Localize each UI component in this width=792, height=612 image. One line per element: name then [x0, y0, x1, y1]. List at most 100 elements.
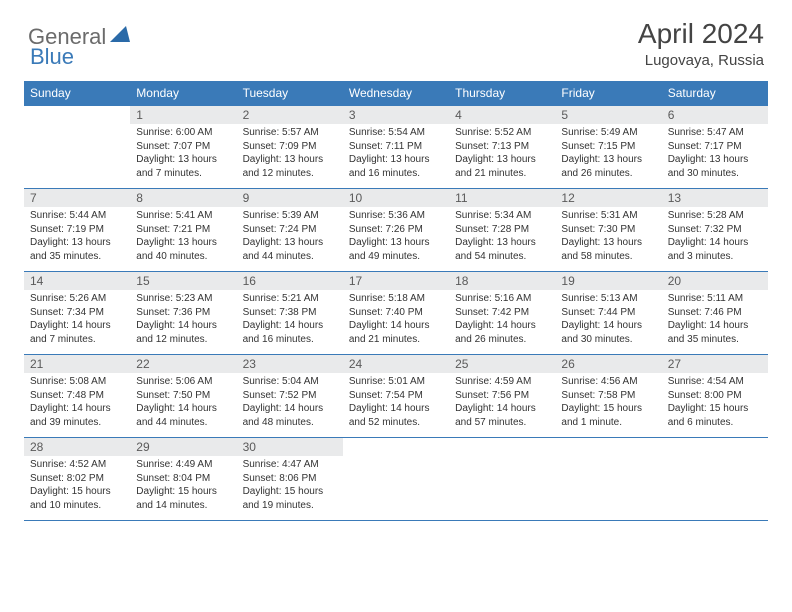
- day-number: 11: [449, 189, 555, 208]
- empty-day-number: [662, 438, 768, 457]
- day-info: Sunrise: 4:47 AMSunset: 8:06 PMDaylight:…: [237, 456, 343, 521]
- day-info: Sunrise: 5:23 AMSunset: 7:36 PMDaylight:…: [130, 290, 236, 355]
- sunrise-text: Sunrise: 5:39 AM: [243, 209, 337, 223]
- empty-day-number: [555, 438, 661, 457]
- day-number: 8: [130, 189, 236, 208]
- day-number: 21: [24, 355, 130, 374]
- daynum-row: 78910111213: [24, 189, 768, 208]
- daylight-text-1: Daylight: 14 hours: [668, 319, 762, 333]
- sunset-text: Sunset: 7:42 PM: [455, 306, 549, 320]
- day-info: Sunrise: 5:49 AMSunset: 7:15 PMDaylight:…: [555, 124, 661, 189]
- daylight-text-2: and 52 minutes.: [349, 416, 443, 430]
- daylight-text-2: and 16 minutes.: [243, 333, 337, 347]
- sunset-text: Sunset: 7:46 PM: [668, 306, 762, 320]
- sunrise-text: Sunrise: 5:21 AM: [243, 292, 337, 306]
- day-number: 5: [555, 106, 661, 125]
- daylight-text-2: and 12 minutes.: [243, 167, 337, 181]
- day-number: 15: [130, 272, 236, 291]
- day-info: Sunrise: 5:04 AMSunset: 7:52 PMDaylight:…: [237, 373, 343, 438]
- day-info: Sunrise: 5:06 AMSunset: 7:50 PMDaylight:…: [130, 373, 236, 438]
- sunrise-text: Sunrise: 6:00 AM: [136, 126, 230, 140]
- day-info: Sunrise: 4:56 AMSunset: 7:58 PMDaylight:…: [555, 373, 661, 438]
- day-number: 16: [237, 272, 343, 291]
- sunrise-text: Sunrise: 5:49 AM: [561, 126, 655, 140]
- day-info: Sunrise: 5:34 AMSunset: 7:28 PMDaylight:…: [449, 207, 555, 272]
- day-info: Sunrise: 5:13 AMSunset: 7:44 PMDaylight:…: [555, 290, 661, 355]
- daynum-row: 14151617181920: [24, 272, 768, 291]
- daynum-row: 21222324252627: [24, 355, 768, 374]
- day-info: Sunrise: 5:52 AMSunset: 7:13 PMDaylight:…: [449, 124, 555, 189]
- daylight-text-2: and 35 minutes.: [30, 250, 124, 264]
- day-info: Sunrise: 5:54 AMSunset: 7:11 PMDaylight:…: [343, 124, 449, 189]
- day-info: Sunrise: 4:59 AMSunset: 7:56 PMDaylight:…: [449, 373, 555, 438]
- day-info: Sunrise: 5:57 AMSunset: 7:09 PMDaylight:…: [237, 124, 343, 189]
- daylight-text-1: Daylight: 14 hours: [455, 402, 549, 416]
- daylight-text-1: Daylight: 14 hours: [349, 319, 443, 333]
- empty-day-info: [343, 456, 449, 521]
- day-number: 10: [343, 189, 449, 208]
- sunset-text: Sunset: 7:56 PM: [455, 389, 549, 403]
- daylight-text-2: and 48 minutes.: [243, 416, 337, 430]
- daylight-text-1: Daylight: 14 hours: [455, 319, 549, 333]
- header: General April 2024 Lugovaya, Russia: [0, 0, 792, 77]
- sunrise-text: Sunrise: 5:44 AM: [30, 209, 124, 223]
- daylight-text-1: Daylight: 13 hours: [243, 236, 337, 250]
- daylight-text-1: Daylight: 14 hours: [30, 402, 124, 416]
- daylight-text-1: Daylight: 13 hours: [30, 236, 124, 250]
- daylight-text-2: and 44 minutes.: [136, 416, 230, 430]
- day-info: Sunrise: 6:00 AMSunset: 7:07 PMDaylight:…: [130, 124, 236, 189]
- daylight-text-2: and 26 minutes.: [561, 167, 655, 181]
- sunrise-text: Sunrise: 4:59 AM: [455, 375, 549, 389]
- sunset-text: Sunset: 7:13 PM: [455, 140, 549, 154]
- day-number: 2: [237, 106, 343, 125]
- dayinfo-row: Sunrise: 4:52 AMSunset: 8:02 PMDaylight:…: [24, 456, 768, 521]
- daylight-text-2: and 26 minutes.: [455, 333, 549, 347]
- daylight-text-1: Daylight: 13 hours: [349, 153, 443, 167]
- day-info: Sunrise: 5:01 AMSunset: 7:54 PMDaylight:…: [343, 373, 449, 438]
- day-info: Sunrise: 5:44 AMSunset: 7:19 PMDaylight:…: [24, 207, 130, 272]
- sunrise-text: Sunrise: 5:34 AM: [455, 209, 549, 223]
- sunrise-text: Sunrise: 5:06 AM: [136, 375, 230, 389]
- day-number: 6: [662, 106, 768, 125]
- day-info: Sunrise: 5:11 AMSunset: 7:46 PMDaylight:…: [662, 290, 768, 355]
- sunrise-text: Sunrise: 5:28 AM: [668, 209, 762, 223]
- daylight-text-2: and 10 minutes.: [30, 499, 124, 513]
- daylight-text-1: Daylight: 13 hours: [455, 153, 549, 167]
- daynum-row: 123456: [24, 106, 768, 125]
- empty-day-info: [449, 456, 555, 521]
- daylight-text-1: Daylight: 13 hours: [349, 236, 443, 250]
- sunset-text: Sunset: 7:07 PM: [136, 140, 230, 154]
- sunset-text: Sunset: 7:48 PM: [30, 389, 124, 403]
- sunset-text: Sunset: 7:28 PM: [455, 223, 549, 237]
- daylight-text-2: and 44 minutes.: [243, 250, 337, 264]
- daylight-text-2: and 30 minutes.: [561, 333, 655, 347]
- sunset-text: Sunset: 7:32 PM: [668, 223, 762, 237]
- day-info: Sunrise: 5:16 AMSunset: 7:42 PMDaylight:…: [449, 290, 555, 355]
- sunrise-text: Sunrise: 5:57 AM: [243, 126, 337, 140]
- sunrise-text: Sunrise: 4:54 AM: [668, 375, 762, 389]
- calendar-table: SundayMondayTuesdayWednesdayThursdayFrid…: [24, 81, 768, 521]
- day-header: Tuesday: [237, 81, 343, 106]
- sunset-text: Sunset: 7:36 PM: [136, 306, 230, 320]
- sunset-text: Sunset: 7:38 PM: [243, 306, 337, 320]
- daylight-text-2: and 6 minutes.: [668, 416, 762, 430]
- dayinfo-row: Sunrise: 5:08 AMSunset: 7:48 PMDaylight:…: [24, 373, 768, 438]
- daylight-text-2: and 35 minutes.: [668, 333, 762, 347]
- day-number: 26: [555, 355, 661, 374]
- day-info: Sunrise: 5:41 AMSunset: 7:21 PMDaylight:…: [130, 207, 236, 272]
- day-info: Sunrise: 5:36 AMSunset: 7:26 PMDaylight:…: [343, 207, 449, 272]
- day-number: 17: [343, 272, 449, 291]
- daylight-text-1: Daylight: 13 hours: [243, 153, 337, 167]
- daylight-text-2: and 12 minutes.: [136, 333, 230, 347]
- day-number: 29: [130, 438, 236, 457]
- day-header: Thursday: [449, 81, 555, 106]
- daylight-text-2: and 21 minutes.: [349, 333, 443, 347]
- day-header: Sunday: [24, 81, 130, 106]
- daylight-text-2: and 49 minutes.: [349, 250, 443, 264]
- sunset-text: Sunset: 8:02 PM: [30, 472, 124, 486]
- sunset-text: Sunset: 7:15 PM: [561, 140, 655, 154]
- logo-triangle-icon: [110, 26, 132, 49]
- daylight-text-1: Daylight: 14 hours: [30, 319, 124, 333]
- sunset-text: Sunset: 7:26 PM: [349, 223, 443, 237]
- daylight-text-1: Daylight: 13 hours: [561, 153, 655, 167]
